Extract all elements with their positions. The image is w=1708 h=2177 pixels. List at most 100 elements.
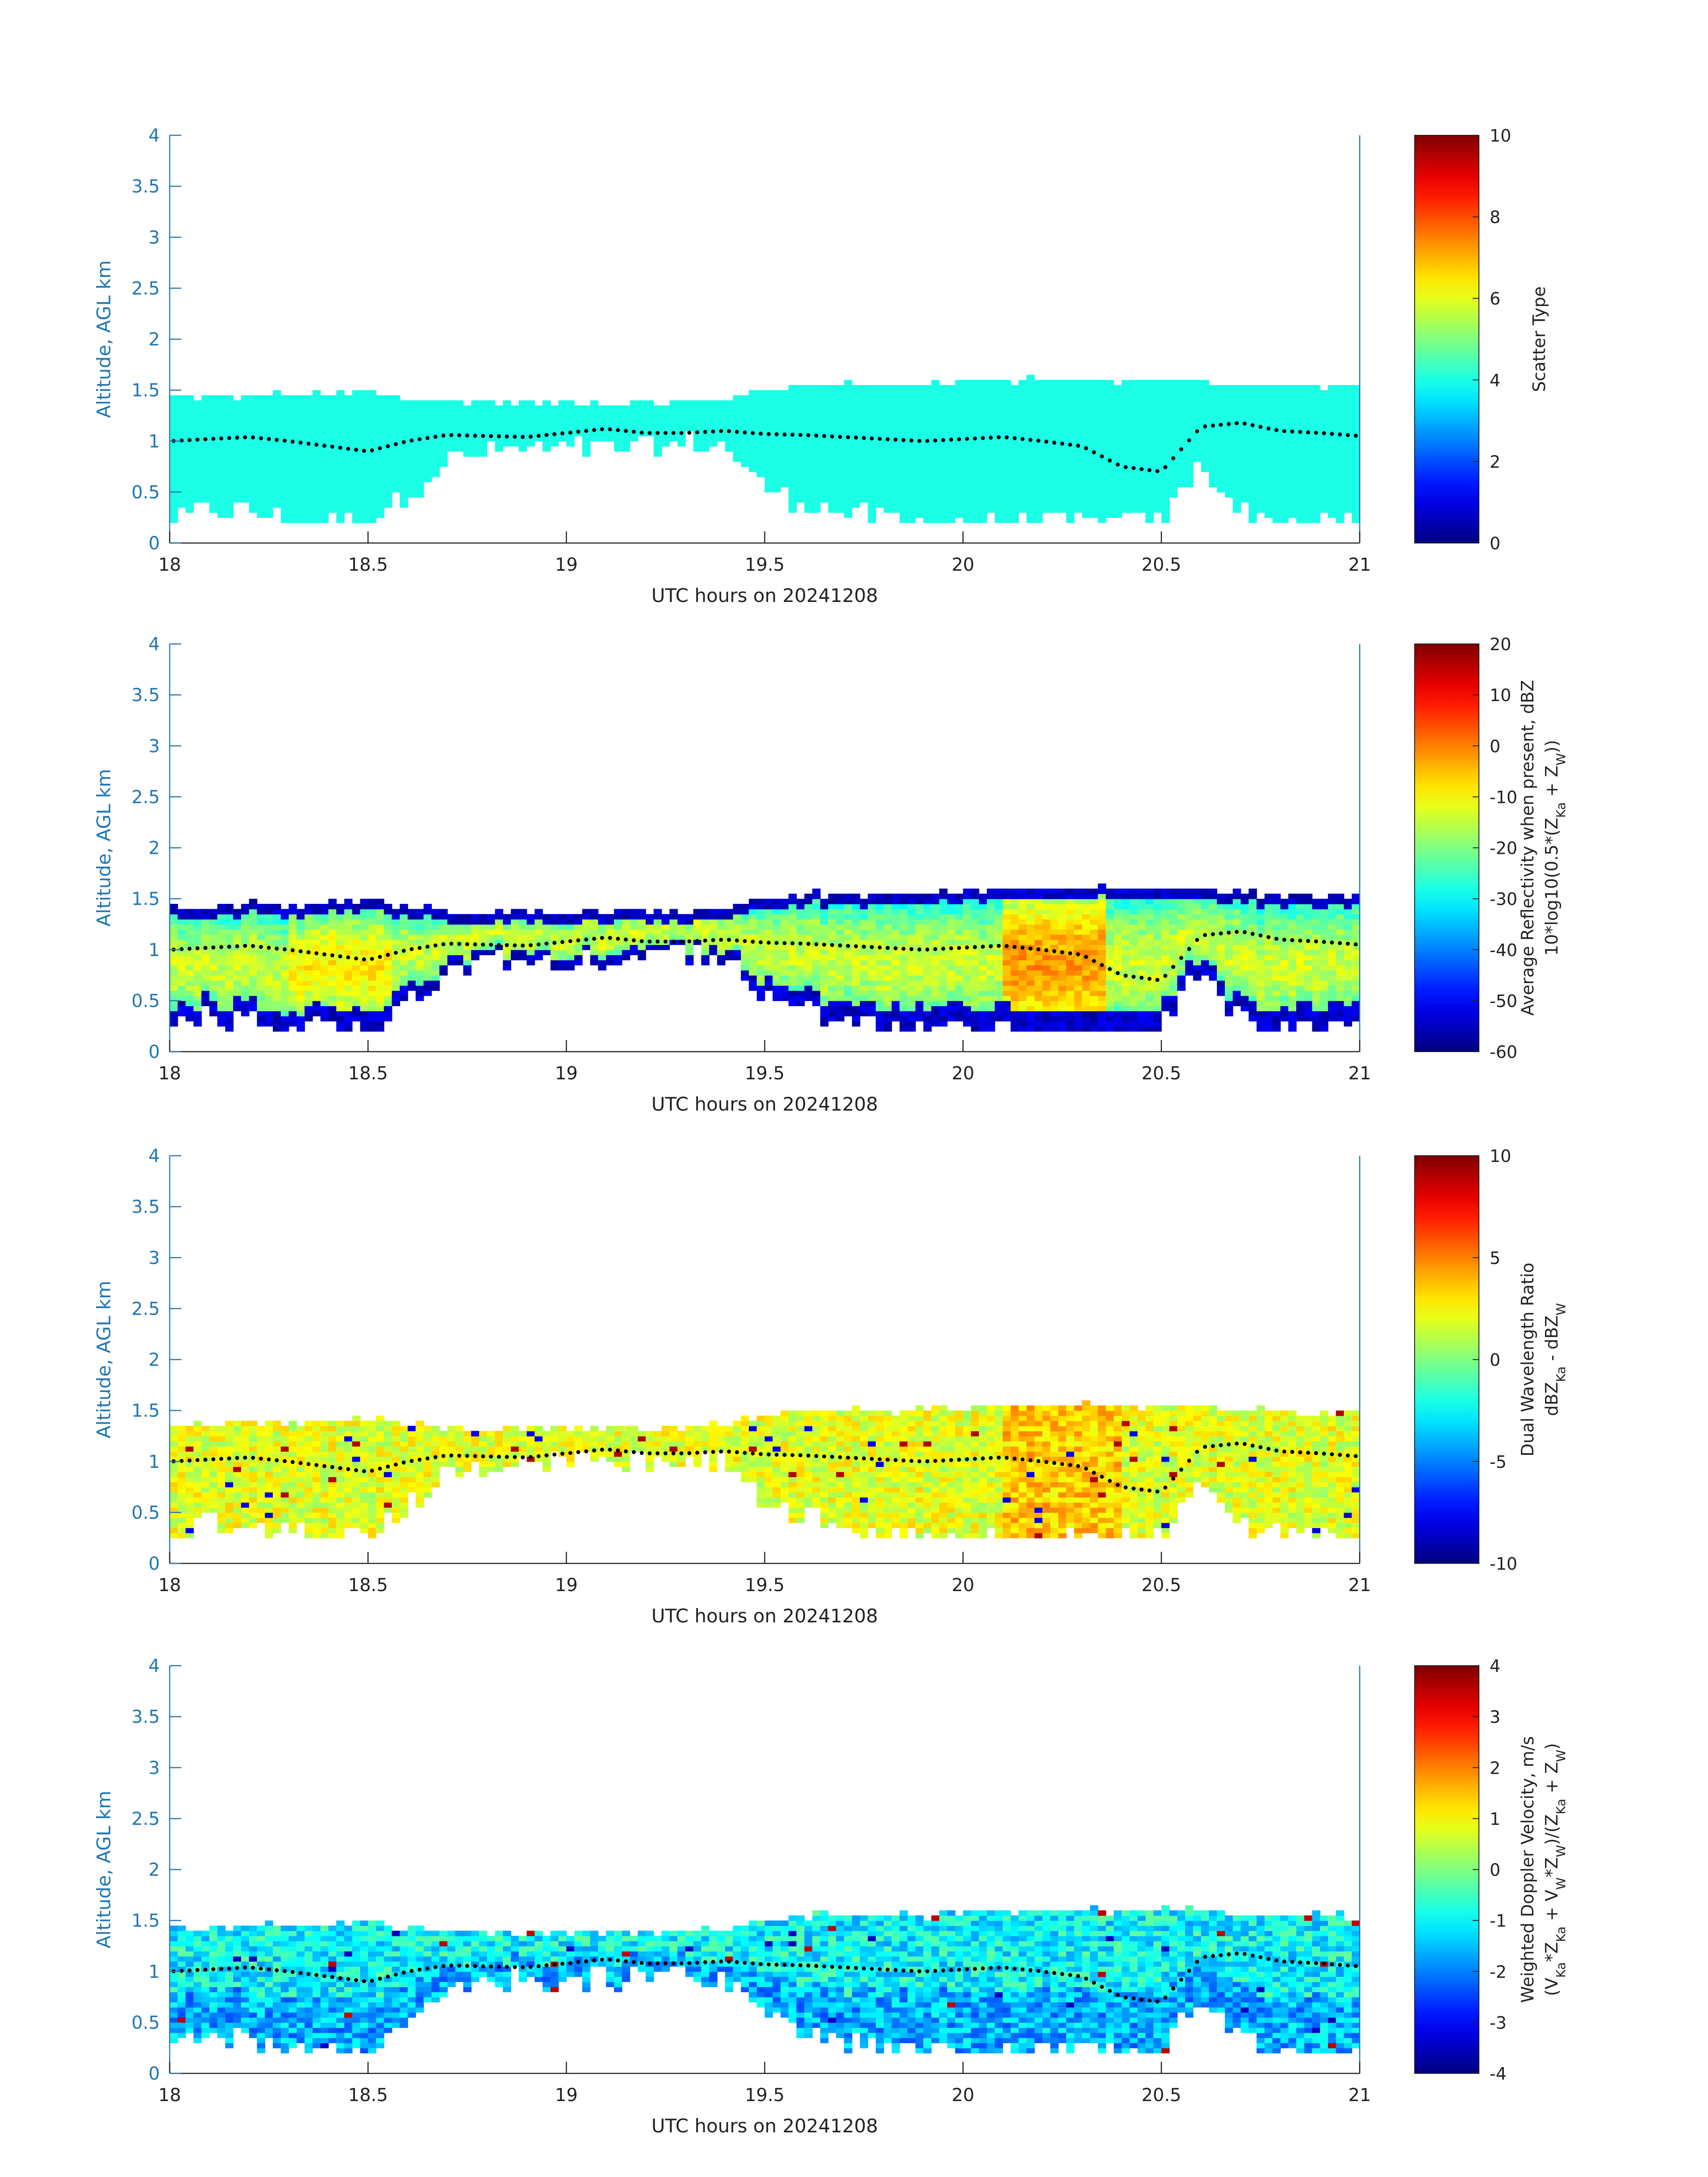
heatmap-cell (312, 914, 321, 920)
heatmap-cell (748, 960, 757, 965)
heatmap-cell (423, 461, 432, 467)
heatmap-cell (312, 970, 321, 976)
heatmap-cell (344, 970, 353, 976)
heatmap-cell (1042, 405, 1051, 411)
heatmap-cell (756, 949, 765, 955)
heatmap-cell (971, 492, 979, 498)
heatmap-cell (963, 441, 972, 447)
heatmap-cell (828, 965, 837, 971)
heatmap-cell (376, 456, 384, 462)
heatmap-cell (876, 990, 884, 996)
heatmap-cell (1320, 507, 1328, 513)
heatmap-cell (487, 421, 496, 426)
heatmap-cell (400, 400, 408, 406)
heatmap-cell (876, 898, 884, 904)
heatmap-cell (1161, 456, 1170, 462)
heatmap-cell (876, 405, 884, 411)
heatmap-cell (305, 1011, 313, 1016)
heatmap-cell (955, 400, 964, 406)
heatmap-cell (296, 914, 305, 920)
heatmap-cell (852, 1006, 860, 1011)
heatmap-cell (590, 430, 599, 437)
heatmap-cell (923, 482, 932, 488)
heatmap-cell (820, 934, 829, 940)
heatmap-cell (1034, 461, 1043, 467)
heatmap-cell (265, 1000, 273, 1007)
heatmap-cell (1034, 476, 1043, 482)
heatmap-cell (1153, 487, 1162, 493)
heatmap-cell (471, 415, 480, 421)
heatmap-cell (796, 995, 805, 1001)
heatmap-cell (836, 980, 844, 986)
heatmap-cell (1304, 472, 1313, 477)
heatmap-cell (709, 400, 718, 406)
heatmap-cell (1050, 405, 1059, 411)
heatmap-cell (376, 924, 384, 930)
heatmap-cell (479, 919, 488, 925)
heatmap-cell (923, 955, 932, 961)
heatmap-cell (891, 395, 900, 401)
heatmap-cell (392, 929, 401, 935)
melting-layer-dot (370, 448, 374, 452)
heatmap-cell (1177, 415, 1186, 421)
heatmap-cell (804, 985, 813, 991)
heatmap-cell (305, 904, 313, 910)
heatmap-cell (233, 426, 242, 431)
heatmap-cell (170, 1011, 178, 1016)
heatmap-cell (1272, 492, 1281, 498)
heatmap-cell (280, 415, 289, 421)
heatmap-cell (1098, 441, 1107, 447)
heatmap-cell (201, 919, 210, 925)
heatmap-cell (312, 909, 321, 915)
melting-layer-dot (235, 435, 239, 440)
melting-layer-dot (1044, 439, 1048, 444)
heatmap-cell (939, 395, 948, 401)
heatmap-cell (360, 436, 368, 442)
heatmap-cell (1240, 466, 1249, 472)
heatmap-cell (495, 426, 503, 431)
heatmap-cell (241, 410, 250, 416)
heatmap-cell (1114, 456, 1122, 462)
heatmap-cell (423, 426, 432, 431)
heatmap-cell (931, 1006, 940, 1011)
heatmap-cell (923, 1026, 932, 1032)
heatmap-cell (788, 466, 797, 472)
heatmap-cell (622, 949, 631, 955)
heatmap-cell (590, 939, 599, 945)
heatmap-cell (844, 894, 852, 899)
heatmap-cell (1066, 456, 1075, 462)
heatmap-cell (1050, 436, 1059, 442)
heatmap-cell (781, 426, 789, 431)
heatmap-cell (392, 446, 401, 452)
heatmap-cell (788, 405, 797, 411)
heatmap-cell (185, 955, 194, 961)
heatmap-cell (257, 1000, 265, 1007)
heatmap-cell (844, 446, 852, 452)
heatmap-cell (1304, 456, 1313, 462)
heatmap-cell (1328, 446, 1336, 452)
heatmap-cell (748, 421, 757, 426)
heatmap-cell (931, 502, 940, 508)
heatmap-cell (860, 400, 869, 406)
heatmap-cell (257, 939, 265, 945)
heatmap-cell (891, 909, 900, 915)
heatmap-cell (336, 949, 345, 955)
heatmap-cell (272, 1006, 281, 1011)
melting-layer-dot (814, 433, 819, 438)
heatmap-cell (272, 919, 281, 925)
melting-layer-dot (1282, 429, 1286, 433)
heatmap-cell (923, 512, 932, 518)
heatmap-cell (931, 919, 940, 925)
heatmap-cell (756, 985, 765, 991)
heatmap-cell (923, 939, 932, 945)
heatmap-cell (804, 390, 813, 396)
heatmap-cell (812, 476, 821, 482)
heatmap-cell (535, 929, 543, 935)
heatmap-cell (280, 512, 289, 518)
heatmap-cell (646, 426, 654, 431)
heatmap-cell (336, 476, 345, 482)
heatmap-cell (773, 472, 781, 477)
heatmap-cell (1209, 415, 1217, 421)
heatmap-cell (360, 472, 368, 477)
heatmap-cell (296, 909, 305, 915)
